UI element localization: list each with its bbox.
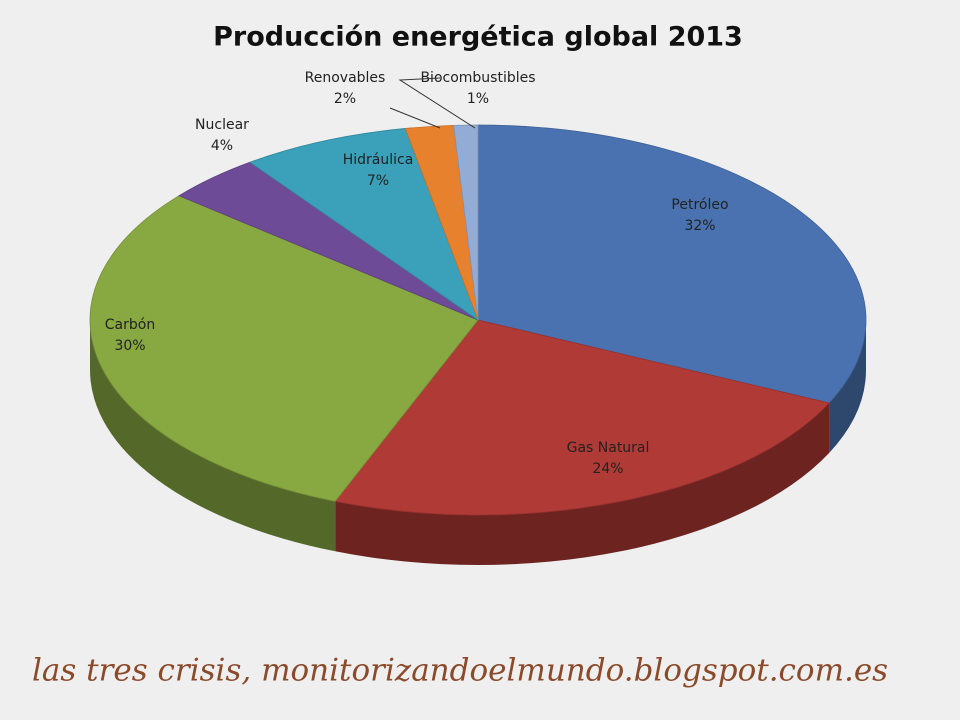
- value-label: 7%: [367, 173, 389, 189]
- category-label: Gas Natural: [567, 440, 650, 456]
- category-label: Carbón: [105, 317, 155, 333]
- slice: [89, 195, 479, 502]
- chart-title: Producción energética global 2013: [213, 22, 743, 53]
- value-label: 4%: [211, 138, 233, 154]
- slice-side: [335, 403, 830, 565]
- slice: [453, 124, 479, 321]
- category-label: Renovables: [305, 70, 386, 86]
- slice: [477, 124, 867, 404]
- slice: [249, 128, 479, 322]
- value-label: 24%: [592, 461, 623, 477]
- leader-line: [398, 77, 476, 129]
- slice: [334, 319, 830, 516]
- value-label: 30%: [114, 338, 145, 354]
- category-label: Petróleo: [671, 197, 728, 213]
- category-label: Nuclear: [195, 117, 249, 133]
- category-label: Hidráulica: [343, 152, 414, 168]
- value-label: 2%: [334, 91, 356, 107]
- pie-tops: [89, 124, 867, 516]
- labels: Petróleo 32% Gas Natural 24% Carbón 30% Nuclea…: [105, 70, 729, 477]
- value-label: 32%: [684, 218, 715, 234]
- leader-line: [389, 107, 441, 129]
- caption: las tres crisis, monitorizandoelmundo.bl…: [32, 653, 888, 689]
- slice-side: [829, 320, 866, 454]
- category-label: Biocombustibles: [420, 70, 535, 86]
- value-label: 1%: [467, 91, 489, 107]
- pie-sides: [90, 320, 866, 565]
- slice-side: [90, 320, 336, 552]
